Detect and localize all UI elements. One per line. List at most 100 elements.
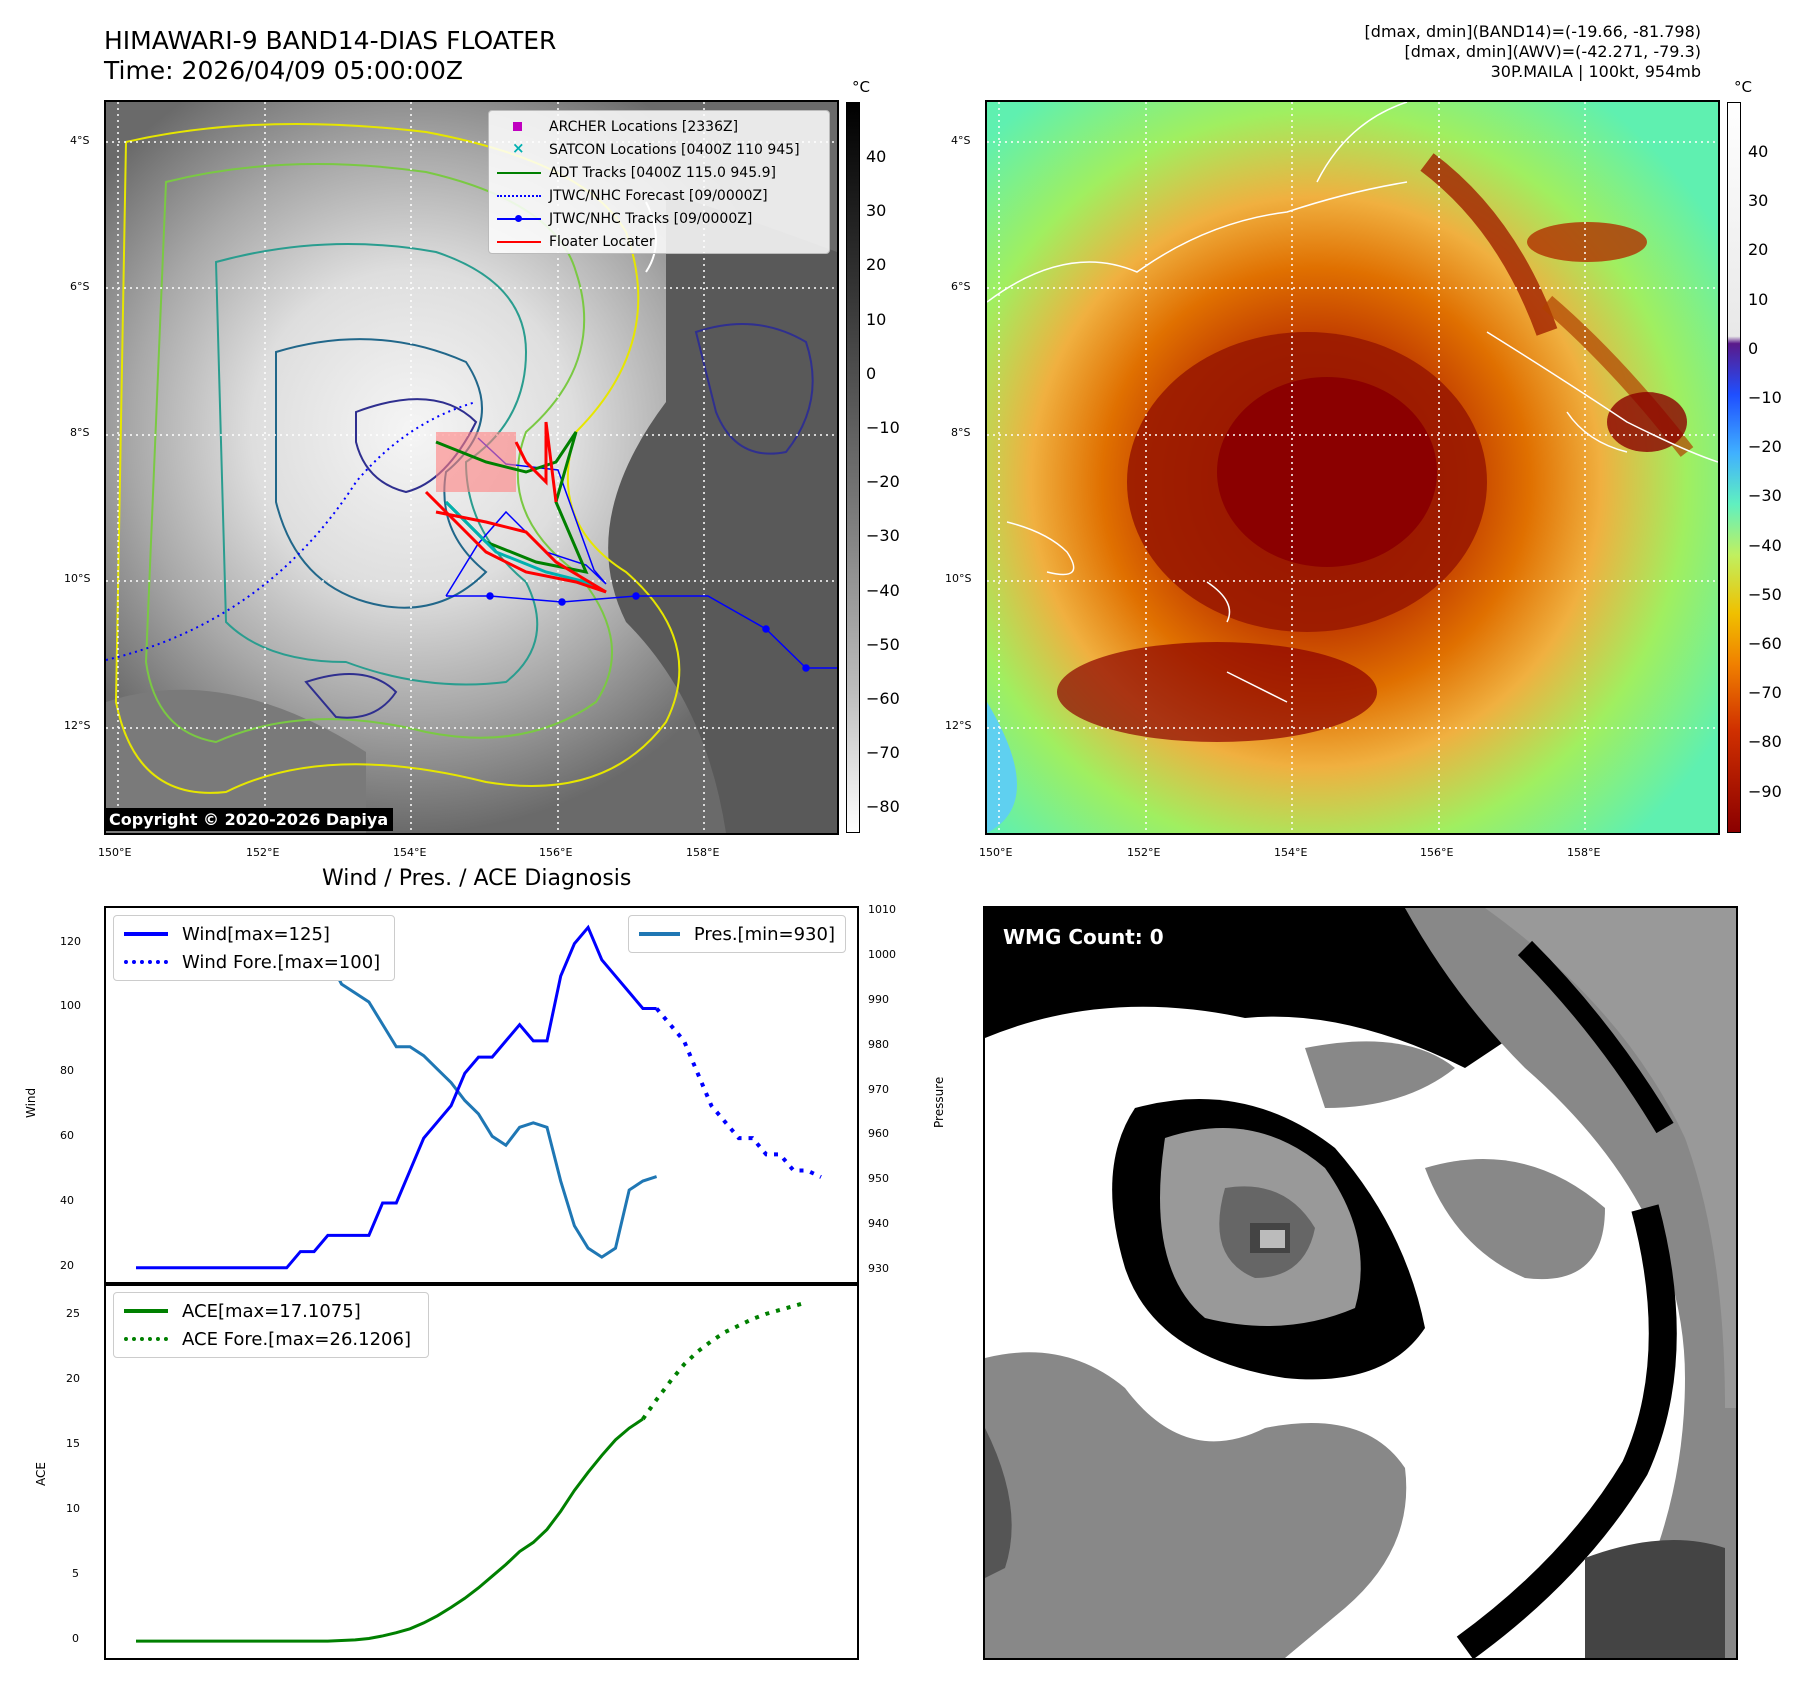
wind-tick-label: 80 bbox=[60, 1064, 74, 1078]
pressure-tick-label: 980 bbox=[868, 1037, 889, 1051]
bd_colorbar-tick: −60 bbox=[1748, 634, 1782, 653]
lon-label: 158°E bbox=[686, 846, 720, 859]
lat-label: 12°S bbox=[945, 719, 972, 732]
wmg-panel bbox=[983, 906, 1738, 1660]
bd_colorbar-tick: −20 bbox=[1748, 437, 1782, 457]
title-line-2: Time: 2026/04/09 05:00:00Z bbox=[104, 56, 463, 85]
storm-info: [dmax, dmin](BAND14)=(-19.66, -81.798) [… bbox=[1365, 22, 1701, 82]
lon-label: 158°E bbox=[1567, 846, 1601, 859]
map-legend: ARCHER Locations [2336Z] × SATCON Locatio… bbox=[488, 110, 830, 254]
info-band14: [dmax, dmin](BAND14)=(-19.66, -81.798) bbox=[1364, 22, 1701, 41]
legend-satcon: × SATCON Locations [0400Z 110 945] bbox=[512, 138, 800, 158]
info-storm: 30P.MAILA | 100kt, 954mb bbox=[1490, 62, 1701, 81]
lat-label: 8°S bbox=[70, 426, 90, 439]
lon-label: 150°E bbox=[98, 846, 132, 859]
pressure-tick-label: 1000 bbox=[868, 948, 896, 962]
ir_colorbar-tick: −70 bbox=[866, 743, 900, 763]
ir_colorbar-tick: −20 bbox=[866, 472, 900, 492]
bd-colorbar bbox=[1727, 102, 1741, 833]
bd_colorbar-tick: −90 bbox=[1748, 781, 1782, 801]
ir_colorbar-tick: −50 bbox=[866, 634, 900, 654]
ir_colorbar-tick: −60 bbox=[866, 689, 900, 708]
pressure-tick-label: 950 bbox=[868, 1172, 889, 1186]
bd-colorbar-unit: °C bbox=[1734, 78, 1752, 96]
lon-label: 152°E bbox=[246, 846, 280, 859]
info-awv: [dmax, dmin](AWV)=(-42.271, -79.3) bbox=[1404, 42, 1701, 61]
wind-tick-label: 60 bbox=[60, 1129, 74, 1143]
legend-wind-forecast: Wind Fore.[max=100] bbox=[124, 948, 384, 976]
ace-forecast-series-line bbox=[641, 1300, 808, 1421]
figure-title: HIMAWARI-9 BAND14-DIAS FLOATER Time: 2026… bbox=[104, 26, 556, 86]
copyright: Copyright © 2020-2026 Dapiya bbox=[104, 808, 394, 831]
ace-series-line bbox=[136, 1417, 644, 1643]
ir_colorbar-tick: −40 bbox=[866, 580, 900, 600]
lon-label: 154°E bbox=[393, 846, 427, 859]
ace-tick-label: 15 bbox=[66, 1437, 80, 1451]
pressure-tick-label: 960 bbox=[868, 1127, 889, 1141]
legend-adt: ADT Tracks [0400Z 115.0 945.9] bbox=[497, 161, 821, 184]
diagnosis-title: Wind / Pres. / ACE Diagnosis bbox=[322, 866, 632, 891]
ir-colorbar-unit: °C bbox=[852, 78, 870, 96]
ir_colorbar-tick: 20 bbox=[866, 255, 887, 275]
ace-tick-label: 20 bbox=[66, 1372, 80, 1386]
bd_colorbar-tick: 10 bbox=[1748, 289, 1769, 309]
ace-legend: ACE[max=17.1075] ACE Fore.[max=26.1206] bbox=[113, 1292, 429, 1358]
lat-label: 4°S bbox=[70, 134, 90, 147]
bd_colorbar-tick: 30 bbox=[1748, 191, 1769, 211]
legend-jtwc-tracks: JTWC/NHC Tracks [09/0000Z] bbox=[497, 207, 821, 230]
lon-label: 152°E bbox=[1127, 846, 1161, 859]
legend-ace: ACE[max=17.1075] bbox=[124, 1297, 418, 1325]
bd_colorbar-tick: −40 bbox=[1748, 535, 1782, 555]
ace-tick-label: 0 bbox=[72, 1632, 79, 1646]
floater-box bbox=[436, 432, 516, 492]
wind-ylabel: Wind bbox=[24, 1087, 38, 1118]
ir_colorbar-tick: −30 bbox=[866, 526, 900, 546]
legend-ace-forecast: ACE Fore.[max=26.1206] bbox=[124, 1325, 418, 1353]
pressure-tick-label: 1010 bbox=[868, 903, 896, 917]
ir-colorbar bbox=[846, 102, 860, 833]
lat-label: 10°S bbox=[64, 572, 91, 585]
wind-tick-label: 120 bbox=[60, 934, 81, 948]
lat-label: 4°S bbox=[951, 134, 971, 147]
legend-archer: ARCHER Locations [2336Z] bbox=[497, 115, 821, 138]
bd_colorbar-tick: −30 bbox=[1748, 486, 1782, 506]
ir-image bbox=[106, 102, 837, 833]
ace-tick-label: 25 bbox=[66, 1307, 80, 1321]
ir_colorbar-tick: −10 bbox=[866, 418, 900, 437]
pressure-legend: Pres.[min=930] bbox=[628, 915, 846, 953]
wind-tick-label: 20 bbox=[60, 1258, 74, 1272]
ir_colorbar-tick: 10 bbox=[866, 309, 887, 329]
wind-forecast-series-line bbox=[655, 1007, 822, 1179]
ir_colorbar-tick: 0 bbox=[866, 363, 877, 383]
pressure-tick-label: 940 bbox=[868, 1216, 889, 1230]
bd_colorbar-tick: −80 bbox=[1748, 732, 1782, 752]
lon-label: 154°E bbox=[1274, 846, 1308, 859]
ir_colorbar-tick: −80 bbox=[866, 797, 900, 817]
pressure-tick-label: 930 bbox=[868, 1261, 889, 1275]
ace-tick-label: 10 bbox=[66, 1502, 80, 1516]
bd_colorbar-tick: −70 bbox=[1748, 683, 1782, 703]
bd_colorbar-tick: −10 bbox=[1748, 388, 1782, 407]
lon-label: 156°E bbox=[1420, 846, 1454, 859]
ir_colorbar-tick: 30 bbox=[866, 201, 887, 221]
wind-tick-label: 40 bbox=[60, 1193, 74, 1207]
jtwc-forecast-track bbox=[106, 401, 477, 661]
ace-plot bbox=[136, 1300, 808, 1643]
ace-chart bbox=[104, 1282, 859, 1660]
adt-tracks bbox=[435, 431, 589, 575]
lat-label: 8°S bbox=[951, 426, 971, 439]
ir-panel bbox=[104, 100, 839, 835]
bd_colorbar-tick: −50 bbox=[1748, 584, 1782, 604]
wind-series-line bbox=[136, 924, 657, 1270]
wmg-count: WMG Count: 0 bbox=[1003, 925, 1164, 949]
bd_colorbar-tick: 0 bbox=[1748, 338, 1759, 358]
bd_colorbar-tick: 20 bbox=[1748, 240, 1769, 260]
lon-label: 156°E bbox=[539, 846, 573, 859]
pressure-tick-label: 970 bbox=[868, 1082, 889, 1096]
floater-tracks bbox=[424, 421, 607, 594]
ir_colorbar-tick: 40 bbox=[866, 147, 887, 166]
lon-label: 150°E bbox=[979, 846, 1013, 859]
coastlines bbox=[987, 102, 1718, 703]
lat-label: 10°S bbox=[945, 572, 972, 585]
title-line-1: HIMAWARI-9 BAND14-DIAS FLOATER bbox=[104, 26, 557, 55]
